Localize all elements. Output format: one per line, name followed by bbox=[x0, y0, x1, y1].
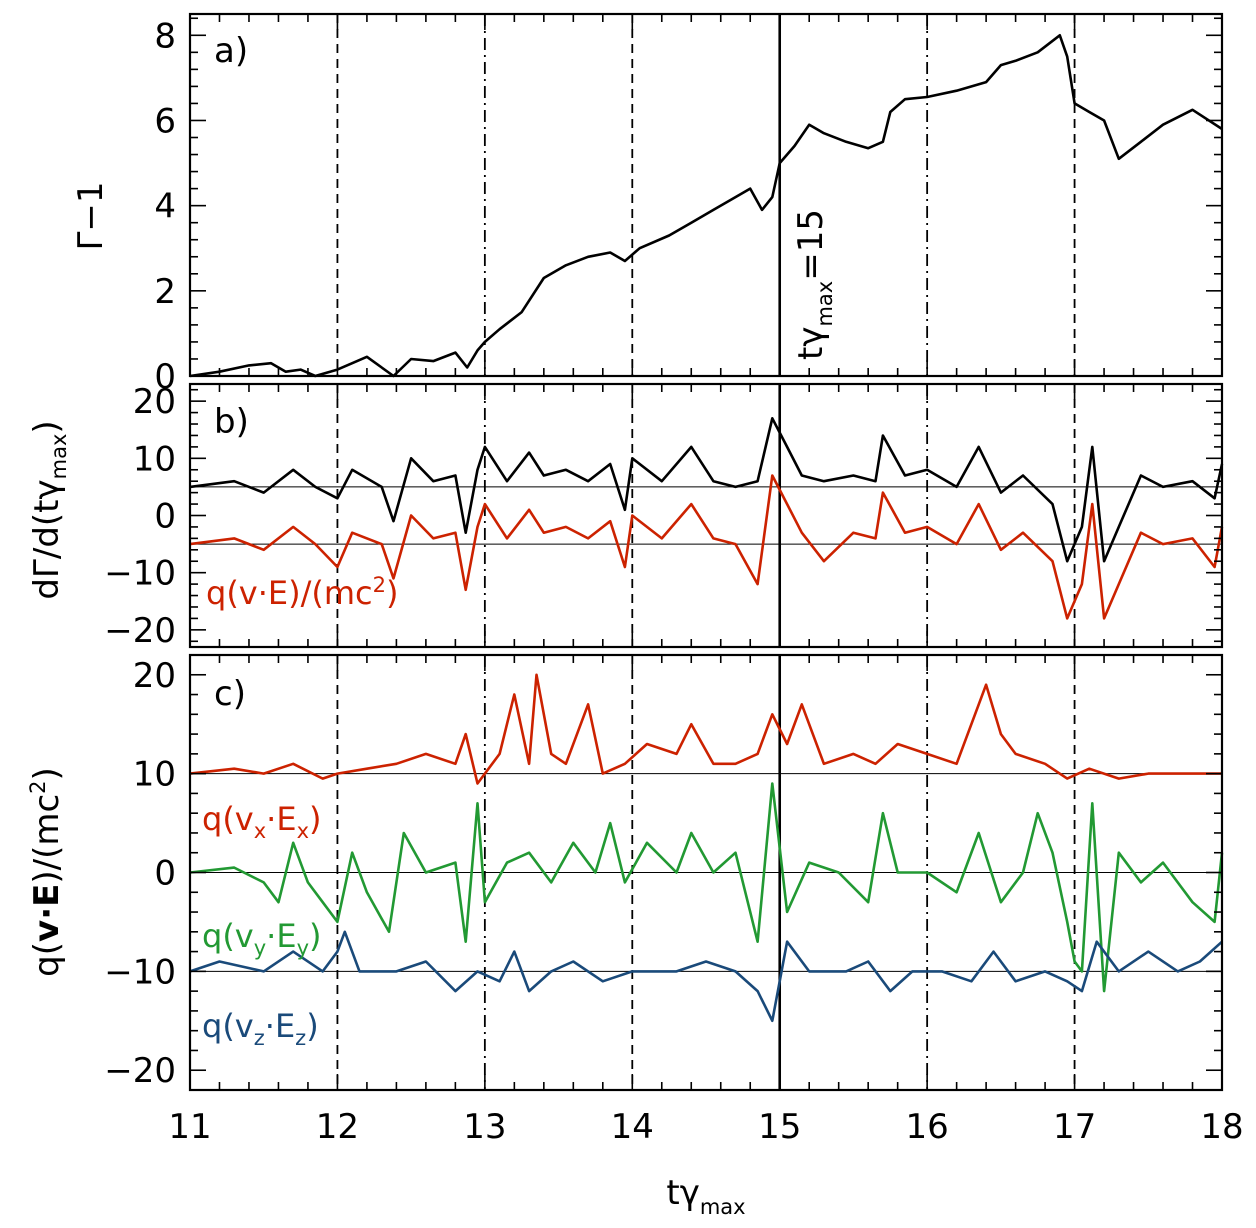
t-gamma-max-annotation: tγmax=15 bbox=[791, 209, 837, 360]
panel-c-ylabel: q(v·E)/(mc2) bbox=[26, 767, 67, 977]
panel-c-ytick-label: 0 bbox=[154, 854, 176, 894]
panel-c-series-2 bbox=[189, 930, 1223, 1023]
panel-b-ytick-label: −10 bbox=[104, 554, 176, 594]
axis-ticks bbox=[189, 14, 1223, 1091]
panel-c-series-label-y: q(vy·Ey) bbox=[202, 917, 321, 960]
panel-c-ytick-label: 20 bbox=[133, 656, 176, 696]
panel-c-ytick-label: −10 bbox=[104, 952, 176, 992]
x-tick-label: 13 bbox=[463, 1107, 506, 1147]
vertical-time-markers bbox=[336, 14, 1076, 1090]
panel-c-ytick-label: 10 bbox=[133, 755, 176, 795]
x-tick-label: 16 bbox=[906, 1107, 949, 1147]
panel-c-series-1 bbox=[189, 782, 1224, 993]
panel-b-letter: b) bbox=[214, 402, 249, 442]
panel-b-ytick-label: 0 bbox=[154, 497, 176, 537]
x-tick-label: 18 bbox=[1200, 1107, 1243, 1147]
panel-a-ylabel: Γ−1 bbox=[71, 181, 111, 250]
panel-b-ytick-label: 10 bbox=[133, 439, 176, 479]
panel-c-letter: c) bbox=[214, 674, 246, 714]
x-tick-label: 17 bbox=[1053, 1107, 1096, 1147]
panel-a-ytick-label: 2 bbox=[154, 272, 176, 312]
panel-b-ylabel: dΓ/d(tγmax) bbox=[27, 420, 71, 599]
panel-a-frame bbox=[188, 12, 1224, 378]
panel-c-ytick-label: −20 bbox=[104, 1051, 176, 1091]
data-series bbox=[189, 34, 1224, 1023]
x-tick-label: 15 bbox=[758, 1107, 801, 1147]
panel-a-ytick-label: 6 bbox=[154, 101, 176, 141]
panel-a-ytick-label: 0 bbox=[154, 357, 176, 397]
panel-b-series-label-red: q(v·E)/(mc2) bbox=[206, 573, 399, 612]
panel-c-series-label-x: q(vx·Ex) bbox=[202, 800, 321, 843]
panel-b-series-0 bbox=[189, 417, 1224, 563]
panel-c-series-0 bbox=[189, 673, 1222, 785]
panel-b-ytick-label: 20 bbox=[133, 382, 176, 422]
panel-a-letter: a) bbox=[214, 31, 248, 71]
x-axis-label: tγmax bbox=[666, 1173, 745, 1219]
panel-b-series-1 bbox=[189, 474, 1224, 620]
panel-c-series-label-z: q(vz·Ez) bbox=[202, 1007, 319, 1050]
x-tick-label: 14 bbox=[611, 1107, 654, 1147]
panel-b-ytick-label: −20 bbox=[104, 611, 176, 651]
x-tick-label: 11 bbox=[168, 1107, 211, 1147]
x-tick-label: 12 bbox=[316, 1107, 359, 1147]
tick-labels: 0 2 4 6 8 −20 −10 0 10 20 −20 −10 0 10 20 11 12 13 14 15 16 1… bbox=[104, 16, 1243, 1147]
panel-a-series-0 bbox=[189, 34, 1223, 378]
panel-a-ytick-label: 8 bbox=[154, 16, 176, 56]
panel-a-ytick-label: 4 bbox=[154, 187, 176, 227]
